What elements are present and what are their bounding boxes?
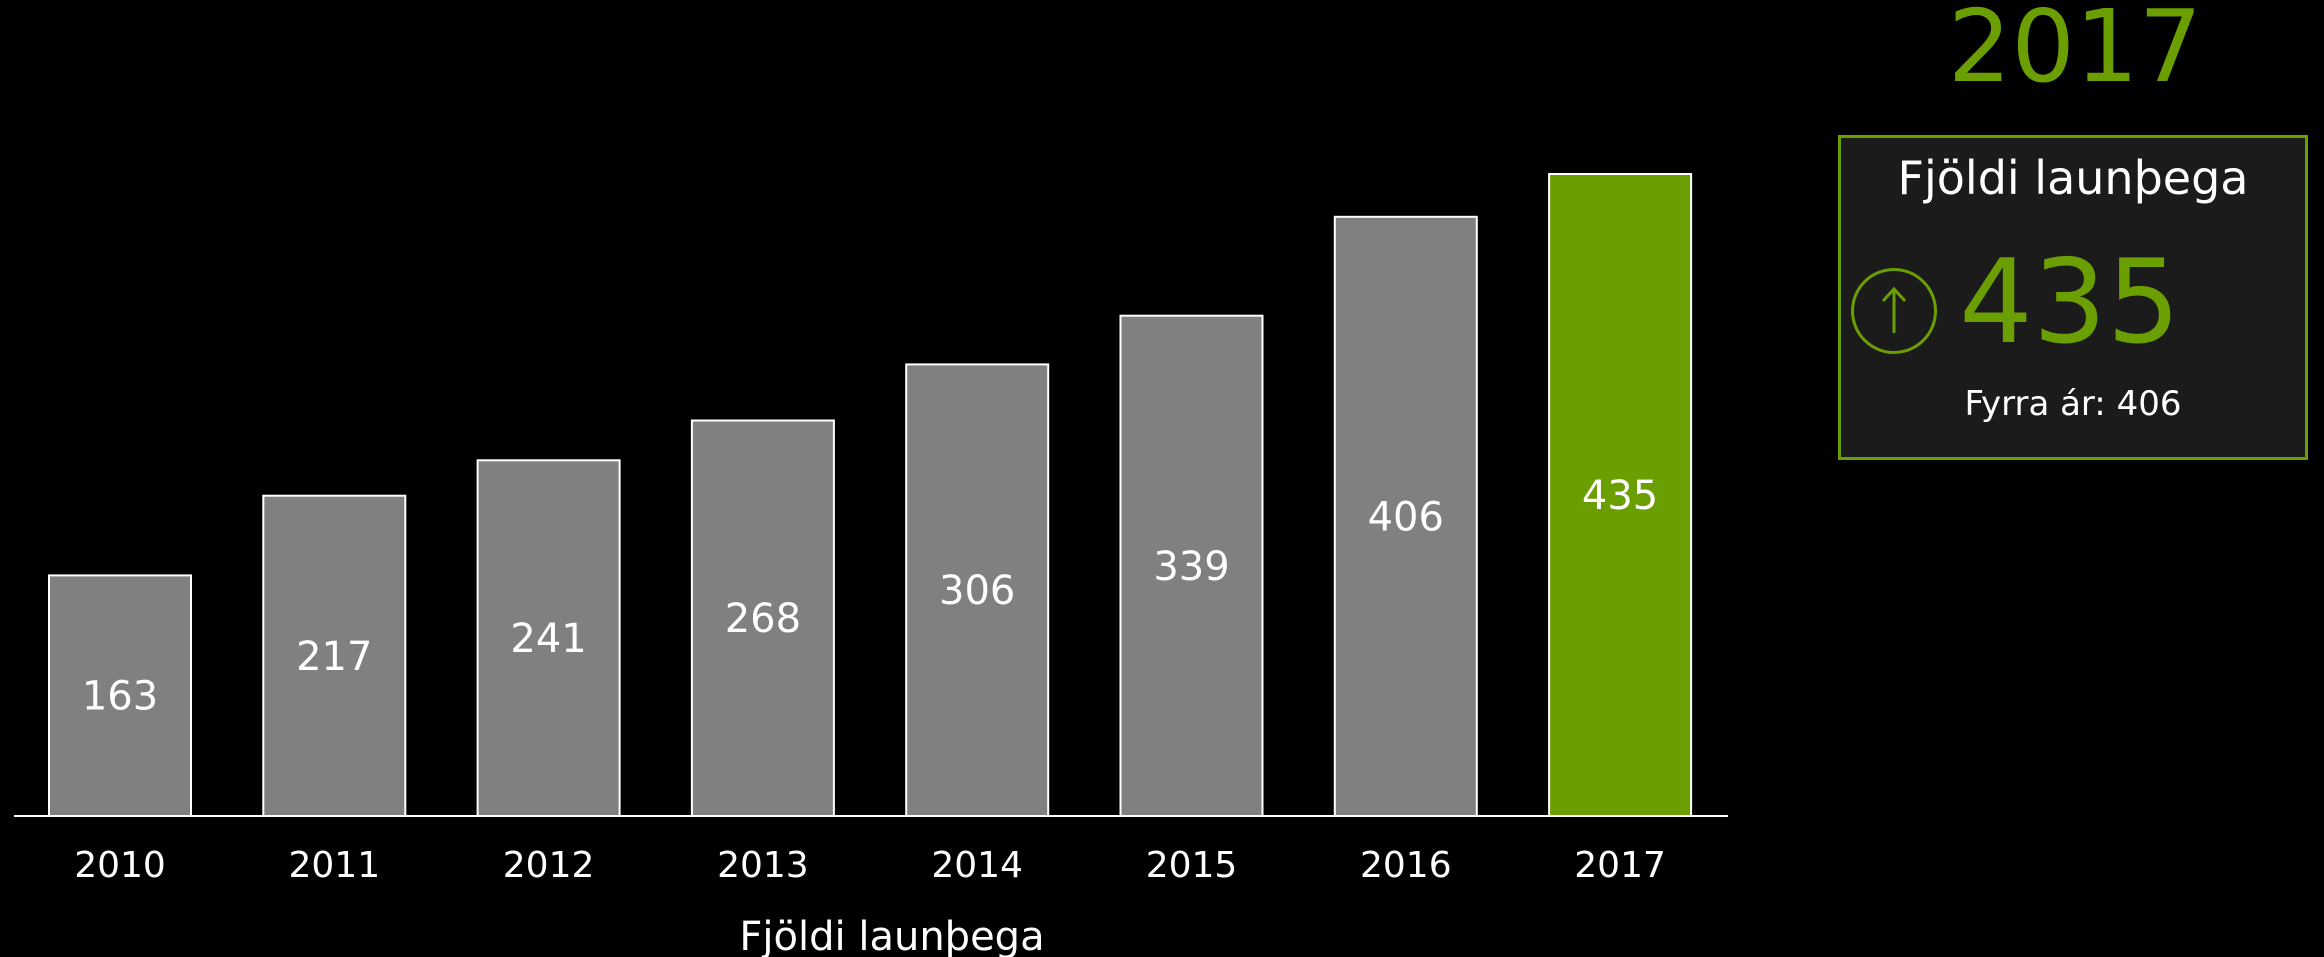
bar-value-label-2015: 339 <box>1153 544 1229 590</box>
x-axis-title: Fjöldi launþega <box>739 914 1044 957</box>
kpi-year: 2017 <box>1947 0 2203 105</box>
bar-value-label-2016: 406 <box>1368 494 1444 540</box>
bar-2015 <box>1119 314 1264 817</box>
x-tick-label-2016: 2016 <box>1360 845 1452 886</box>
arrow-up-circle-icon <box>1851 268 1937 354</box>
bar-2013 <box>690 419 835 817</box>
bar-value-label-2014: 306 <box>939 568 1015 614</box>
kpi-value: 435 <box>1959 235 2181 370</box>
x-tick-label-2014: 2014 <box>931 845 1023 886</box>
bar-value-label-2012: 241 <box>510 616 586 662</box>
x-tick-label-2011: 2011 <box>288 845 380 886</box>
bar-value-label-2013: 268 <box>725 596 801 642</box>
x-tick-label-2015: 2015 <box>1146 845 1238 886</box>
x-tick-label-2017: 2017 <box>1574 845 1666 886</box>
bar-2010 <box>48 574 192 818</box>
x-tick-label-2010: 2010 <box>74 845 166 886</box>
bar-value-label-2010: 163 <box>82 674 158 720</box>
bar-2014 <box>905 363 1050 817</box>
bar-2012 <box>476 459 621 817</box>
x-tick-label-2012: 2012 <box>503 845 595 886</box>
x-tick-label-2013: 2013 <box>717 845 809 886</box>
bar-value-label-2017: 435 <box>1582 473 1658 519</box>
kpi-card: Fjöldi launþega 435 Fyrra ár: 406 <box>1838 135 2308 460</box>
bar-2011 <box>262 494 407 817</box>
kpi-title: Fjöldi launþega <box>1897 151 2249 205</box>
bars-layer: 163 217 241 268 306 339 406 435 <box>48 173 1693 818</box>
kpi-previous-year: Fyrra ár: 406 <box>1964 384 2182 424</box>
bar-value-label-2011: 217 <box>296 634 372 680</box>
x-tick-labels: 2010 2011 2012 2013 2014 2015 2016 2017 <box>74 845 1666 886</box>
bar-2017 <box>1548 173 1693 817</box>
